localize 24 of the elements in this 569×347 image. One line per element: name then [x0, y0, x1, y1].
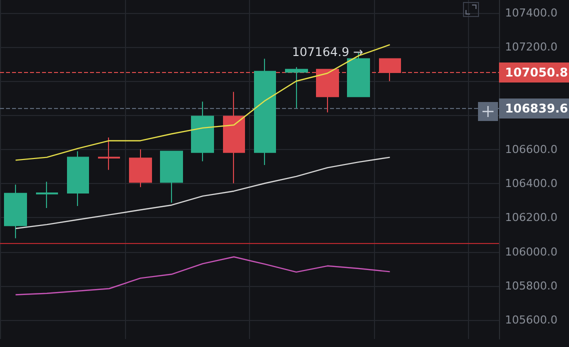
candlestick — [36, 181, 58, 209]
line-series — [14, 44, 390, 161]
line-series — [14, 256, 390, 296]
candlestick — [254, 58, 276, 166]
ref-line-label: 107050.8 — [505, 65, 568, 80]
y-tick-label: 107400.0 — [505, 6, 558, 20]
y-tick-label: 106400.0 — [505, 177, 558, 190]
candlestick — [223, 91, 245, 184]
candlestick — [285, 66, 308, 109]
y-tick-label: 105600.0 — [505, 314, 558, 327]
y-tick-label: 106200.0 — [505, 211, 558, 224]
line-series — [14, 156, 390, 230]
y-tick-label: 107200.0 — [505, 40, 558, 54]
candlestick — [4, 184, 27, 239]
y-tick-label: 106000.0 — [505, 245, 558, 258]
candlestick — [160, 150, 183, 204]
ref-line-label: 106839.6 — [505, 102, 568, 116]
annotation: 107164.9 → — [292, 45, 364, 59]
candlestick — [191, 101, 214, 162]
candlestick — [98, 136, 120, 170]
candlestick — [67, 150, 89, 206]
y-tick-label: 106600.0 — [505, 142, 558, 156]
candlestick — [129, 148, 152, 188]
y-tick-label: 105800.0 — [505, 280, 558, 293]
